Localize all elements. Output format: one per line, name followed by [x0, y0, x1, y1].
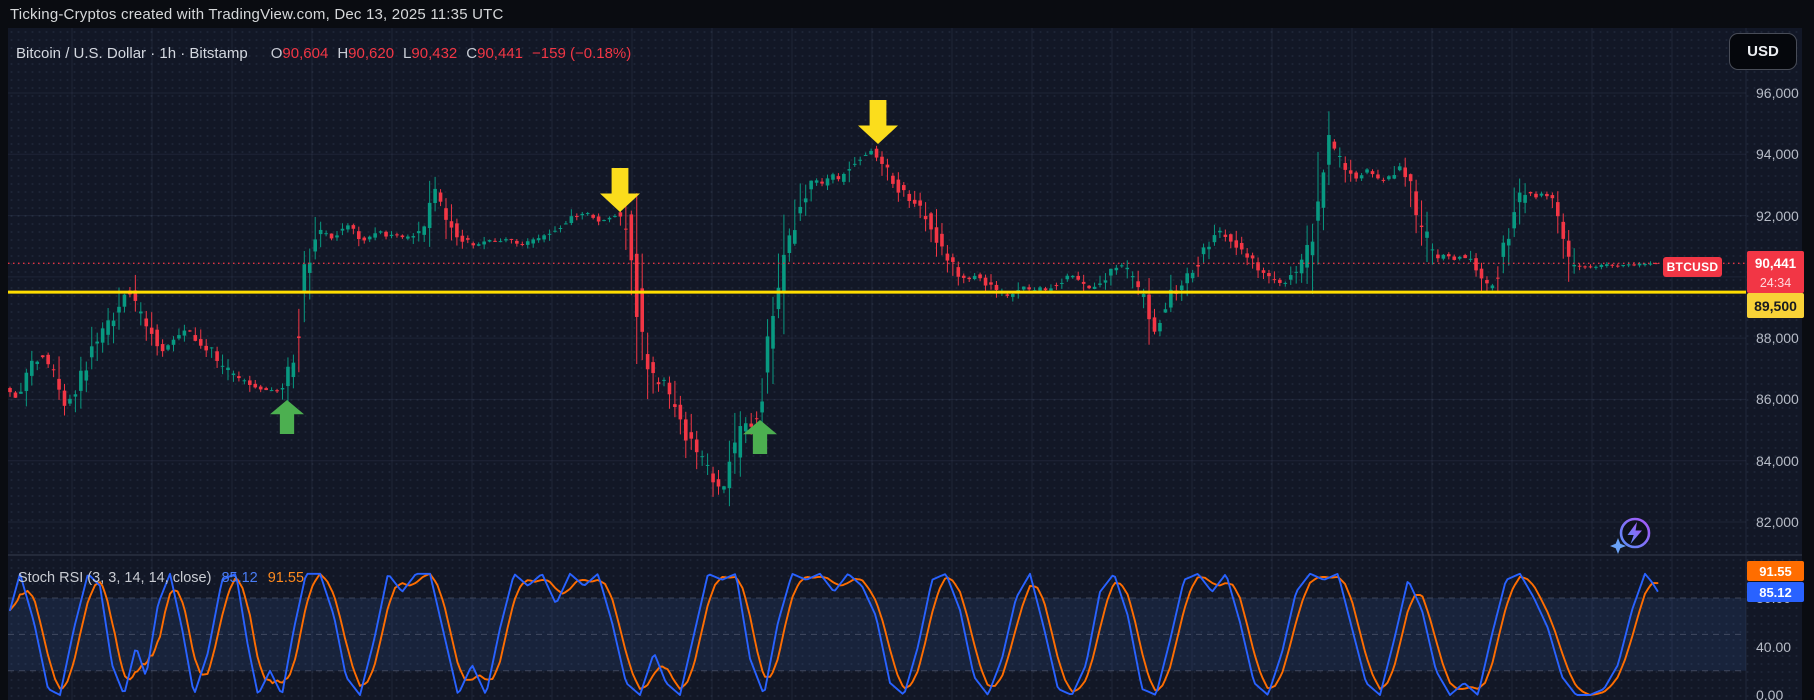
watermark-title: Ticking-Cryptos created with TradingView…	[10, 6, 504, 23]
price-axis-label: 96,000	[1756, 85, 1799, 101]
last-price-badge: 90,441 24:34	[1747, 251, 1804, 293]
stoch-d-value: 91.55	[267, 570, 305, 586]
price-axis-label: 82,000	[1756, 513, 1799, 530]
symbol-price-label: BTCUSD	[1663, 257, 1722, 277]
lightning-boost-icon	[1610, 517, 1651, 554]
low-label: L	[403, 45, 412, 62]
close-value: 90,441	[477, 45, 524, 62]
price-axis-label: 92,000	[1756, 207, 1799, 224]
open-label: O	[270, 45, 283, 62]
bar-countdown: 24:34	[1759, 275, 1792, 290]
low-value: 90,432	[411, 45, 458, 62]
ohlc-values: O90,604 H90,620 L90,432 C90,441 −159 (−0.18%…	[262, 45, 632, 62]
change-value: −159 (−0.18%)	[532, 45, 632, 62]
symbol-legend: Bitcoin / U.S. Dollar · 1h · Bitstamp O90…	[16, 45, 631, 62]
currency-usd-button[interactable]: USD	[1729, 33, 1797, 70]
symbol-title[interactable]: Bitcoin / U.S. Dollar · 1h · Bitstamp	[16, 45, 248, 62]
price-axis-label: 94,000	[1756, 146, 1799, 163]
open-value: 90,604	[282, 45, 329, 62]
price-axis-label: 86,000	[1756, 391, 1799, 408]
stoch-k-value: 85.12	[221, 570, 258, 586]
high-value: 90,620	[348, 45, 395, 62]
stoch-axis-label: 40.00	[1756, 638, 1792, 655]
high-label: H	[337, 45, 349, 62]
price-axis-label: 88,000	[1756, 330, 1799, 347]
last-price-value: 90,441	[1754, 255, 1797, 271]
stoch-k-badge: 85.12	[1747, 582, 1804, 602]
indicator-legend: Stoch RSI (3, 3, 14, 14, close) 85.12 91.5…	[18, 570, 304, 586]
stoch-d-badge: 91.55	[1747, 561, 1804, 581]
close-label: C	[466, 45, 478, 62]
yellow-level-badge: 89,500	[1747, 293, 1804, 318]
stoch-axis-label: 0.00	[1756, 687, 1784, 700]
indicator-title[interactable]: Stoch RSI (3, 3, 14, 14, close)	[18, 570, 212, 586]
price-axis-label: 84,000	[1756, 452, 1799, 469]
boost-button[interactable]	[1606, 512, 1654, 560]
